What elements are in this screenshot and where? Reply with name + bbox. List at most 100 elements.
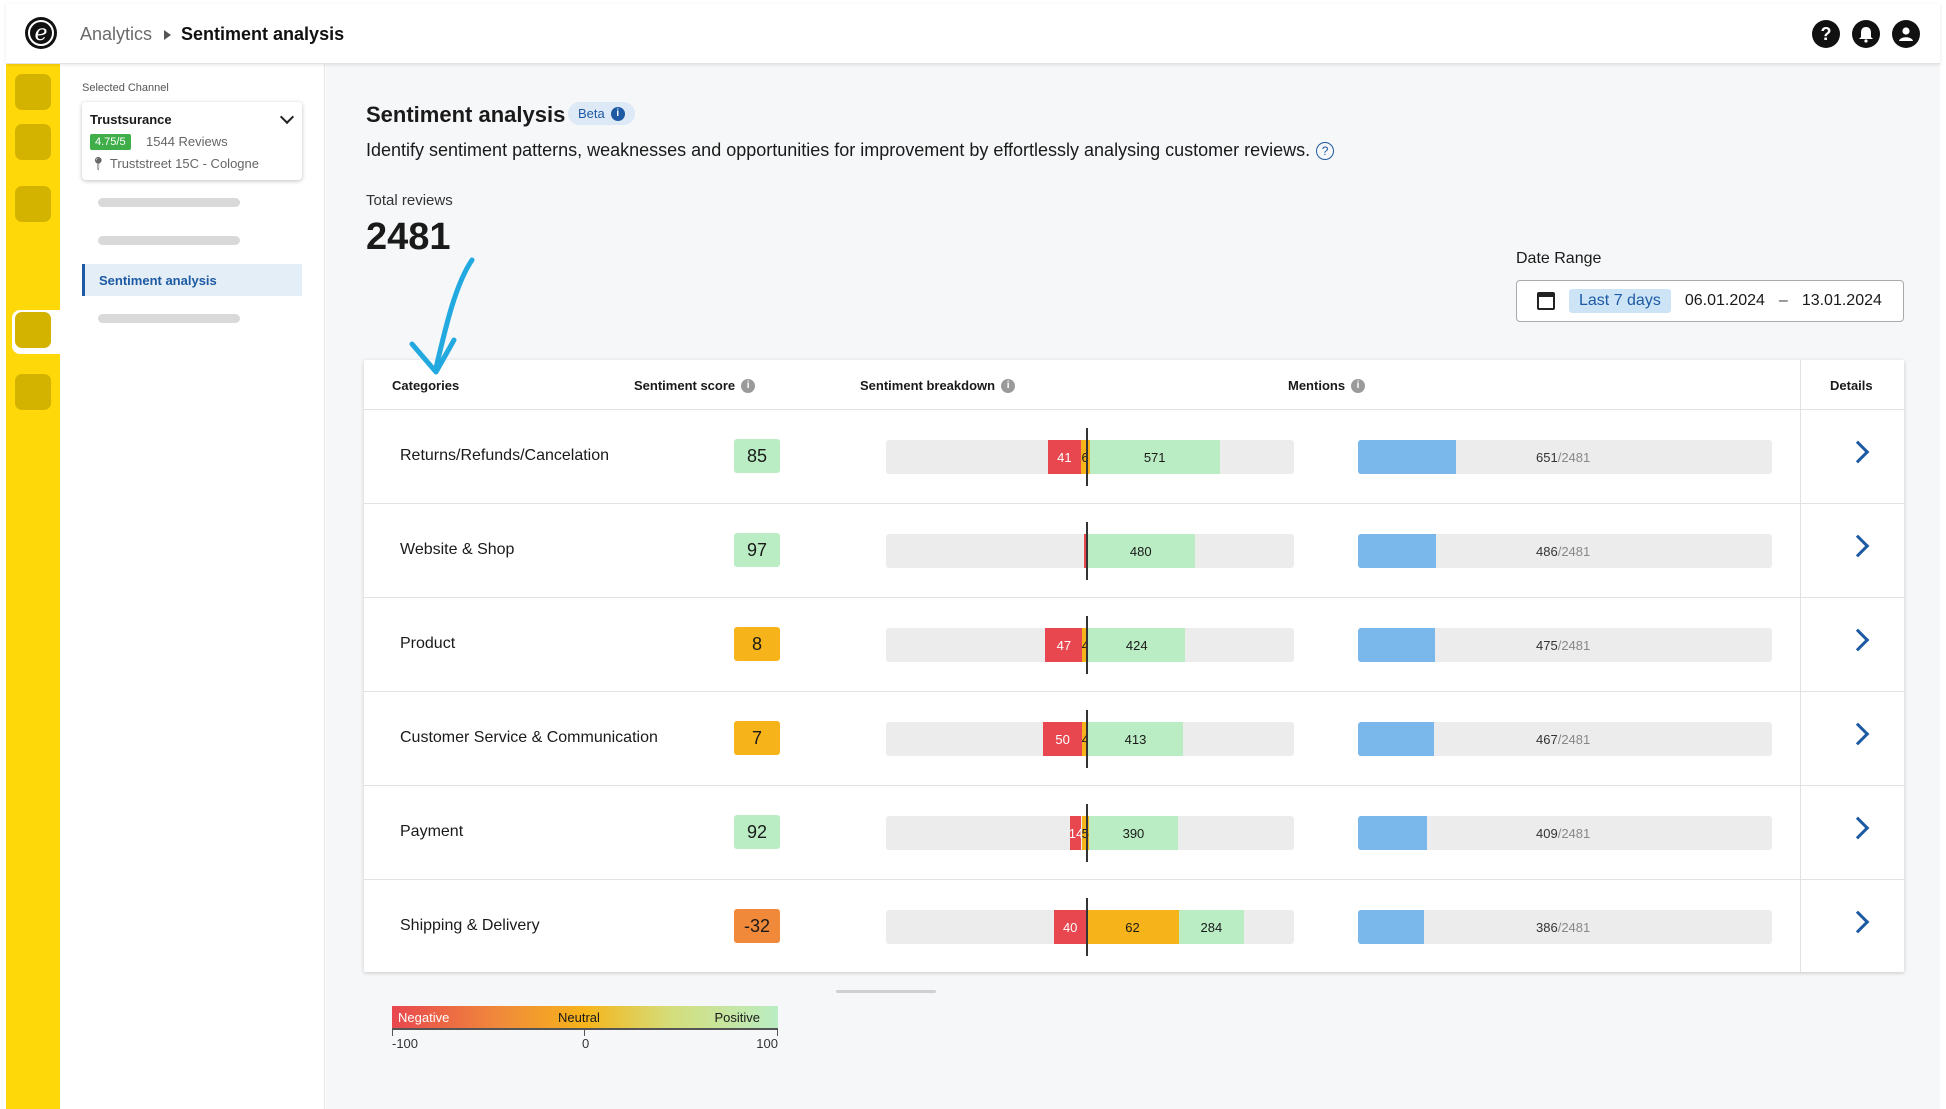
breadcrumb-current: Sentiment analysis [181, 24, 345, 44]
sentiment-score-badge: 97 [734, 533, 780, 567]
chevron-right-icon[interactable] [1846, 816, 1870, 840]
sentiment-score-badge: 7 [734, 721, 780, 755]
breakdown-neutral: 4 [1082, 628, 1089, 662]
chevron-right-icon[interactable] [1846, 440, 1870, 464]
breadcrumb-analytics[interactable]: Analytics [80, 24, 153, 44]
nav-item-placeholder[interactable] [98, 236, 240, 245]
mentions-text: 409/2481 [1536, 826, 1590, 841]
rail-item-1[interactable] [15, 74, 51, 110]
sentiment-breakdown-bar: 50 4 413 [886, 710, 1294, 768]
sentiment-legend: Negative Neutral Positive -100 0 100 [392, 1006, 778, 1051]
date-range-label: Date Range [1516, 250, 1602, 267]
rail-item-6[interactable] [15, 374, 51, 410]
channel-selector[interactable]: Trustsurance 4.75/5 1544 Reviews 📍︎ Trus… [82, 102, 302, 180]
mentions-bar: 467/2481 [1358, 722, 1772, 756]
mentions-count: 475 [1536, 638, 1558, 653]
account-icon[interactable] [1892, 20, 1920, 48]
beta-label: Beta [578, 106, 605, 121]
chevron-right-icon[interactable] [1846, 910, 1870, 934]
legend-mid: 0 [582, 1036, 590, 1051]
breakdown-negative [1083, 534, 1086, 568]
mentions-fill [1358, 628, 1436, 662]
category-name: Payment [400, 823, 464, 840]
chevron-down-icon [279, 109, 295, 125]
rating-badge: 4.75/5 [90, 134, 131, 150]
chevron-right-icon[interactable] [1846, 722, 1870, 746]
category-name: Product [400, 635, 456, 652]
sentiment-breakdown-bar: 41 6 571 [886, 428, 1294, 486]
table-row[interactable]: Customer Service & Communication 7 50 4 … [364, 692, 1904, 786]
breakdown-negative: 40 [1054, 910, 1086, 944]
breakdown-negative: 14 [1070, 816, 1082, 850]
sentiment-breakdown-bar: 480 [886, 522, 1294, 580]
mentions-text: 475/2481 [1536, 638, 1590, 653]
help-icon[interactable]: ? [1316, 142, 1335, 161]
category-name: Shipping & Delivery [400, 917, 540, 934]
breakdown-positive: 284 [1179, 910, 1244, 944]
sentiment-score-badge: 8 [734, 627, 780, 661]
header-sentiment-score: Sentiment score i [634, 378, 756, 393]
breakdown-zero-line [1086, 898, 1088, 956]
nav-item-placeholder[interactable] [98, 198, 240, 207]
breakdown-zero-line [1086, 710, 1088, 768]
header-mentions-label: Mentions [1288, 378, 1346, 393]
nav-item-sentiment-analysis[interactable]: Sentiment analysis [82, 264, 302, 296]
mentions-total: /2481 [1557, 544, 1591, 559]
info-icon[interactable]: i [1351, 378, 1366, 393]
legend-gradient-bar: Negative Neutral Positive [392, 1006, 778, 1030]
mentions-text: 467/2481 [1536, 732, 1590, 747]
rail-item-2[interactable] [15, 124, 51, 160]
header-mentions: Mentions i [1288, 378, 1366, 393]
chevron-right-icon[interactable] [1846, 628, 1870, 652]
details-column-divider [1800, 360, 1801, 972]
mentions-total: /2481 [1557, 920, 1591, 935]
category-name: Returns/Refunds/Cancelation [400, 447, 610, 464]
rail-item-3[interactable] [15, 186, 51, 222]
mentions-bar: 475/2481 [1358, 628, 1772, 662]
rail-item-5[interactable] [15, 312, 51, 348]
table-row[interactable]: Website & Shop 97 480 486/2481 [364, 504, 1904, 598]
top-actions: ? [1812, 20, 1920, 48]
sentiment-breakdown-bar: 40 62 284 [886, 898, 1294, 956]
beta-badge[interactable]: Beta i [568, 102, 635, 125]
channel-name: Trustsurance [90, 112, 172, 127]
bell-icon[interactable] [1852, 20, 1880, 48]
mentions-fill [1358, 440, 1457, 474]
mentions-total: /2481 [1557, 450, 1591, 465]
category-name: Customer Service & Communication [400, 729, 658, 746]
reviews-count: 1544 Reviews [146, 134, 228, 149]
date-separator: – [1778, 292, 1788, 309]
app-logo[interactable]: e [25, 17, 57, 49]
date-range-picker[interactable]: Last 7 days 06.01.2024 – 13.01.2024 [1516, 280, 1904, 322]
main-content: Sentiment analysis Beta i Identify senti… [326, 64, 1940, 1109]
mentions-count: 651 [1536, 450, 1558, 465]
top-bar: e Analytics Sentiment analysis ? [6, 4, 1940, 64]
date-start: 06.01.2024 [1684, 292, 1765, 309]
mentions-fill [1358, 534, 1437, 568]
info-icon[interactable]: i [1001, 378, 1016, 393]
info-icon: i [610, 106, 625, 121]
table-row[interactable]: Product 8 47 4 424 475/2481 [364, 598, 1904, 692]
chevron-right-icon[interactable] [1846, 534, 1870, 558]
breakdown-neutral: 4 [1082, 722, 1089, 756]
legend-tick [584, 1030, 585, 1036]
horizontal-scrollbar[interactable] [836, 990, 936, 993]
breakdown-positive: 480 [1086, 534, 1196, 568]
breakdown-neutral: 6 [1080, 440, 1090, 474]
mentions-bar: 651/2481 [1358, 440, 1772, 474]
legend-max: 100 [756, 1036, 778, 1051]
mentions-text: 651/2481 [1536, 450, 1590, 465]
category-name: Website & Shop [400, 541, 515, 558]
breakdown-neutral: 5 [1081, 816, 1089, 850]
legend-negative: Negative [398, 1010, 450, 1025]
nav-item-placeholder[interactable] [98, 314, 240, 323]
date-preset[interactable]: Last 7 days [1569, 289, 1671, 313]
table-row[interactable]: Returns/Refunds/Cancelation 85 41 6 571 … [364, 410, 1904, 504]
mentions-count: 386 [1536, 920, 1558, 935]
table-row[interactable]: Payment 92 14 5 390 409/2481 [364, 786, 1904, 880]
header-details-label: Details [1830, 378, 1873, 393]
legend-tick [392, 1030, 393, 1036]
info-icon[interactable]: i [741, 378, 756, 393]
table-row[interactable]: Shipping & Delivery -32 40 62 284 386/24… [364, 880, 1904, 974]
help-icon[interactable]: ? [1812, 20, 1840, 48]
